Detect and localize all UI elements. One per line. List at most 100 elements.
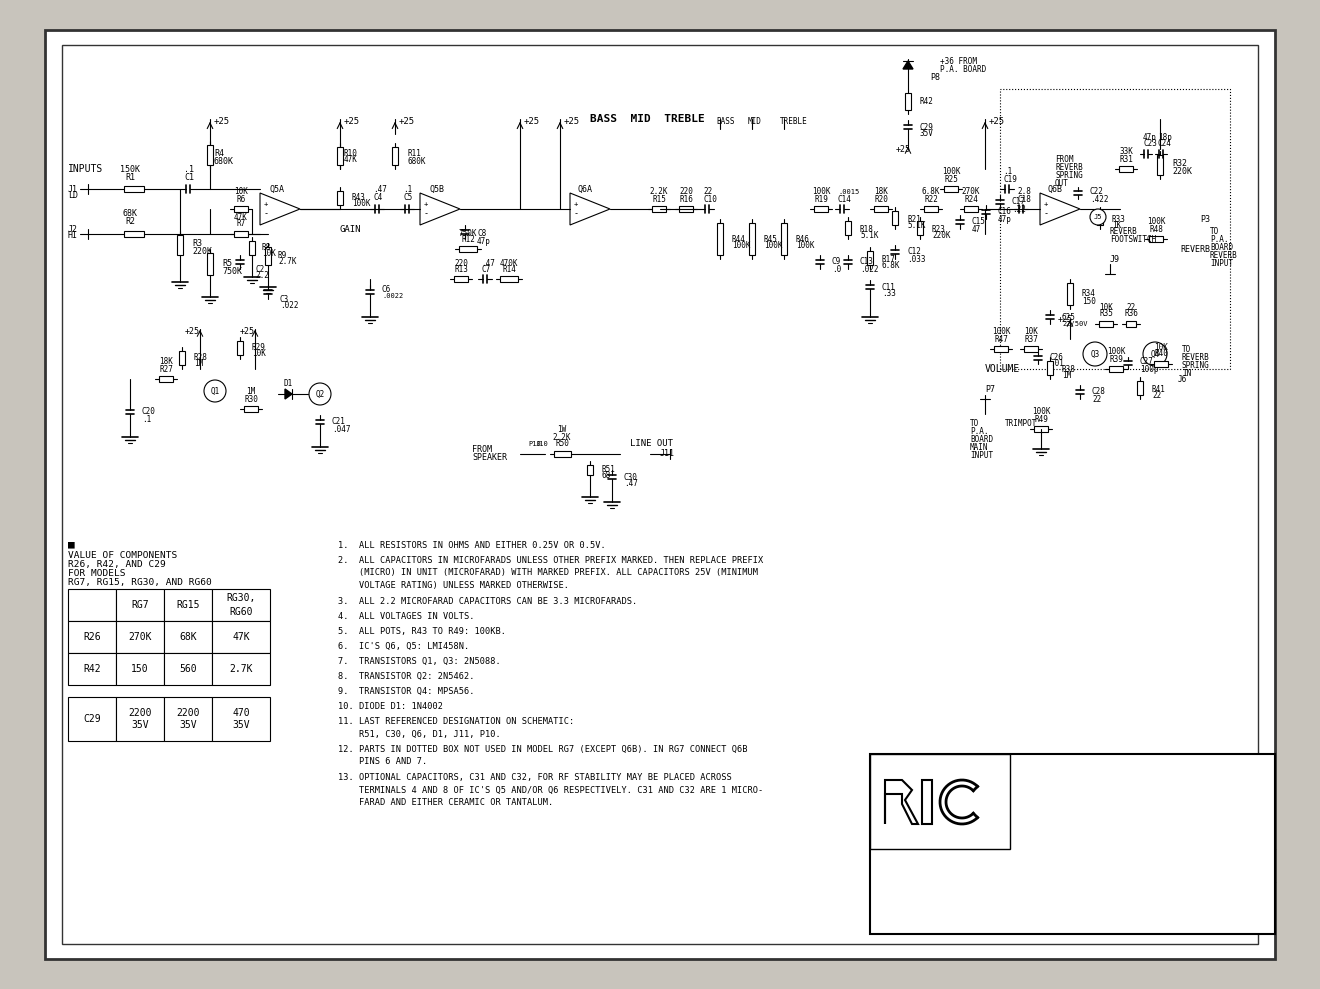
Bar: [870, 754, 1275, 934]
Text: 22/50V: 22/50V: [1063, 321, 1088, 327]
Text: R22: R22: [924, 195, 939, 204]
Bar: [1137, 381, 1143, 395]
Text: .1: .1: [143, 414, 152, 423]
Text: 19327: 19327: [1197, 917, 1253, 935]
Text: R15: R15: [652, 195, 665, 204]
Text: 22: 22: [1152, 391, 1162, 400]
Text: R1: R1: [125, 172, 135, 182]
Text: 47: 47: [972, 225, 981, 233]
Text: 100K: 100K: [733, 240, 751, 249]
Text: R24: R24: [964, 195, 978, 204]
Text: Q5B: Q5B: [430, 185, 445, 194]
Text: R37: R37: [1024, 334, 1038, 343]
Text: +25: +25: [564, 117, 579, 126]
Text: BOARD: BOARD: [1210, 242, 1233, 251]
Text: R19: R19: [814, 195, 828, 204]
Text: B: B: [882, 919, 891, 934]
Bar: [69, 589, 116, 621]
Text: 220: 220: [678, 188, 693, 197]
Text: SCALE: SCALE: [874, 879, 899, 888]
Text: P7: P7: [985, 385, 995, 394]
Text: 220: 220: [454, 258, 467, 267]
Text: 220K: 220K: [1172, 166, 1192, 175]
Text: 22: 22: [704, 188, 713, 197]
Text: RG7, RG15, RG30, AND RG60: RG7, RG15, RG30, AND RG60: [69, 578, 211, 586]
Text: .022: .022: [280, 302, 298, 311]
Text: NA: NA: [924, 886, 936, 896]
Text: +: +: [264, 201, 268, 207]
Text: C18: C18: [1016, 195, 1031, 204]
Text: J1: J1: [69, 185, 78, 194]
Text: REVERB: REVERB: [1210, 250, 1238, 259]
Text: BASS: BASS: [715, 117, 734, 126]
Text: 100K: 100K: [1106, 347, 1125, 356]
Bar: [1126, 321, 1137, 327]
Bar: [244, 406, 257, 412]
Text: J. HALL: J. HALL: [1027, 886, 1073, 896]
Text: FOR MODELS: FOR MODELS: [69, 569, 125, 578]
Text: .1: .1: [403, 186, 412, 195]
Text: 18p: 18p: [1158, 133, 1172, 141]
Text: 10. DIODE D1: 1N4002: 10. DIODE D1: 1N4002: [338, 702, 444, 711]
Text: R36: R36: [1125, 310, 1138, 318]
Text: REVERB: REVERB: [1180, 244, 1210, 253]
Text: REVERB: REVERB: [1181, 352, 1209, 362]
Text: Q5A: Q5A: [271, 185, 285, 194]
Text: 22: 22: [1126, 303, 1135, 312]
Bar: [1158, 155, 1163, 175]
Text: 47K: 47K: [232, 632, 249, 642]
Text: C28: C28: [1092, 388, 1106, 397]
Bar: [158, 376, 173, 382]
Text: 47K: 47K: [345, 155, 358, 164]
Text: 3895 S. Main Street: 3895 S. Main Street: [1020, 771, 1139, 781]
Text: 750K: 750K: [222, 266, 242, 276]
Text: 220K: 220K: [191, 246, 213, 255]
Text: .033: .033: [907, 254, 925, 263]
Text: D1: D1: [282, 380, 292, 389]
Text: BOARD: BOARD: [970, 435, 993, 444]
Text: P.A. BOARD: P.A. BOARD: [940, 64, 986, 73]
Bar: [124, 231, 144, 237]
Text: +25: +25: [524, 117, 540, 126]
Text: Q4: Q4: [1150, 349, 1160, 358]
Text: -: -: [264, 210, 268, 219]
Text: 150K: 150K: [120, 164, 140, 173]
Text: +25: +25: [399, 117, 414, 126]
Text: +25: +25: [989, 117, 1005, 126]
Bar: [265, 247, 271, 265]
Text: R27: R27: [160, 365, 173, 374]
Text: Q6A: Q6A: [578, 185, 593, 194]
Bar: [1067, 283, 1073, 305]
Text: P8: P8: [931, 72, 940, 81]
Text: 3.  ALL 2.2 MICROFARAD CAPACITORS CAN BE 3.3 MICROFARADS.: 3. ALL 2.2 MICROFARAD CAPACITORS CAN BE …: [338, 597, 638, 606]
Text: R20: R20: [874, 195, 888, 204]
Text: RG30,
RG60: RG30, RG60: [226, 593, 256, 616]
Text: R46: R46: [796, 234, 810, 243]
Text: C30: C30: [624, 473, 638, 482]
Text: C26: C26: [1049, 352, 1064, 362]
Text: +36 FROM: +36 FROM: [940, 56, 977, 65]
Text: 2.2K: 2.2K: [649, 188, 668, 197]
Text: ■: ■: [69, 539, 75, 549]
Text: Q1: Q1: [210, 387, 219, 396]
Text: Q3: Q3: [1090, 349, 1100, 358]
Text: TRIMPOT: TRIMPOT: [1005, 419, 1038, 428]
Bar: [1024, 346, 1038, 352]
Text: FROM: FROM: [1055, 154, 1073, 163]
Text: 1M: 1M: [1063, 371, 1072, 380]
Text: C1: C1: [183, 172, 194, 182]
Text: Q2: Q2: [315, 390, 325, 399]
Text: .022: .022: [861, 264, 879, 274]
Text: 2.7K: 2.7K: [279, 257, 297, 266]
Text: R47: R47: [994, 334, 1008, 343]
Text: TO: TO: [1210, 226, 1220, 235]
Text: .047: .047: [333, 424, 351, 433]
Text: R6: R6: [236, 195, 246, 204]
Text: K. MASCARENHAS: K. MASCARENHAS: [1143, 884, 1243, 897]
Text: .0022: .0022: [381, 293, 403, 299]
Text: R28: R28: [194, 353, 207, 363]
Text: J11: J11: [660, 449, 675, 459]
Text: C15: C15: [972, 218, 986, 226]
Text: C2: C2: [255, 264, 264, 274]
Text: GAIN: GAIN: [341, 225, 362, 233]
